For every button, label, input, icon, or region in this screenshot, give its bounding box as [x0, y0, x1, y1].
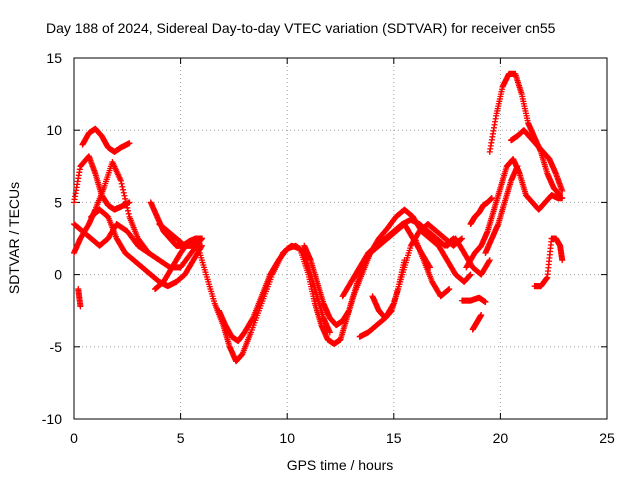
series-track-16 [459, 294, 489, 306]
data-point-marker [126, 140, 133, 147]
data-point-marker [559, 257, 566, 264]
plot-frame [73, 57, 608, 420]
data-point-marker [120, 189, 127, 196]
data-point-marker [145, 249, 152, 256]
data-point-marker [198, 235, 205, 242]
data-point-marker [122, 198, 129, 205]
x-axis-label: GPS time / hours [287, 457, 394, 473]
data-point-marker [559, 187, 566, 194]
series-track-20 [486, 70, 564, 199]
chart-title: Day 188 of 2024, Sidereal Day-to-day VTE… [46, 20, 556, 36]
series-track-8 [75, 286, 84, 310]
series-track-17 [469, 312, 485, 333]
data-point-marker [459, 235, 466, 242]
y-tick-label: -5 [50, 339, 63, 355]
series-track-1 [71, 153, 133, 213]
data-point-marker [326, 329, 333, 336]
data-point-marker [198, 243, 205, 250]
series-track-19 [467, 195, 495, 228]
data-point-marker [486, 258, 493, 265]
series-track-24 [444, 235, 493, 278]
x-tick-label: 10 [279, 430, 295, 446]
data-point-marker [446, 286, 453, 293]
x-tick-label: 0 [70, 430, 78, 446]
y-tick-label: -10 [42, 411, 62, 427]
data-point-marker [401, 257, 408, 264]
series-track-21 [508, 127, 566, 194]
data-point-marker [77, 303, 84, 310]
data-point-marker [488, 195, 495, 202]
data-point-marker [117, 177, 124, 184]
x-tick-label: 15 [386, 430, 402, 446]
data-point-marker [125, 207, 132, 214]
y-axis-label: SDTVAR / TECUs [6, 182, 22, 294]
data-point-marker [482, 299, 489, 306]
data-point-marker [125, 210, 132, 217]
y-axis-ticks: -10 -5 0 5 10 15 [42, 50, 607, 427]
series-track-3 [71, 158, 205, 271]
y-tick-label: 10 [46, 122, 62, 138]
y-tick-label: 15 [46, 50, 62, 66]
series-track-5 [88, 206, 205, 290]
data-point-marker [122, 195, 129, 202]
x-axis-ticks: 0 5 10 15 20 25 [70, 58, 615, 446]
series-track-23 [482, 163, 521, 256]
x-tick-label: 20 [493, 430, 509, 446]
series-track-14 [369, 257, 408, 321]
data-point-marker [119, 183, 126, 190]
series-track-22 [531, 235, 566, 290]
data-point-marker [249, 316, 256, 323]
data-point-marker [121, 192, 128, 199]
series-track-2 [79, 125, 133, 155]
data-point-marker [514, 163, 521, 170]
data-point-marker [123, 201, 130, 208]
series-track-10 [215, 242, 333, 345]
data-point-marker [486, 257, 493, 264]
data-points [71, 70, 566, 365]
x-tick-label: 5 [177, 430, 185, 446]
x-tick-label: 25 [599, 430, 615, 446]
data-point-marker [124, 204, 131, 211]
plot-grid [74, 58, 607, 419]
series-track-15 [412, 235, 453, 300]
data-point-marker [120, 186, 127, 193]
data-point-marker [118, 180, 125, 187]
data-point-marker [557, 192, 564, 199]
y-tick-label: 5 [54, 194, 62, 210]
data-point-marker [467, 271, 474, 278]
data-point-marker [478, 312, 485, 319]
y-tick-label: 0 [54, 267, 62, 283]
